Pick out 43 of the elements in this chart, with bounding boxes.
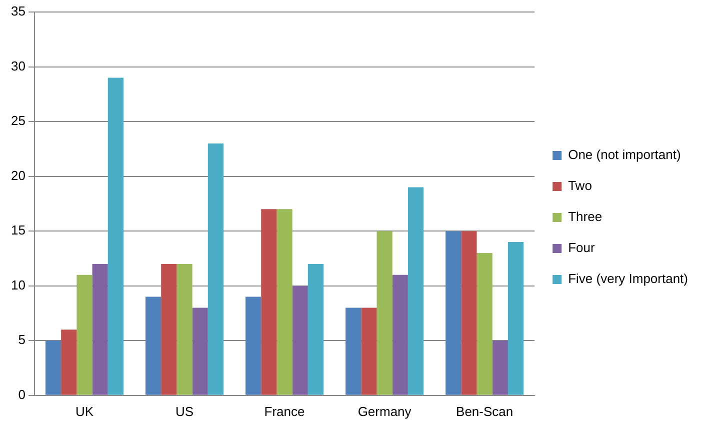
- bar: [361, 308, 377, 395]
- x-tick-label: Ben-Scan: [456, 404, 514, 419]
- bar: [246, 296, 262, 395]
- y-tick-label: 35: [10, 4, 26, 19]
- bar: [346, 308, 362, 395]
- legend-label: Five (very Important): [568, 271, 688, 286]
- bar: [276, 209, 292, 395]
- x-tick-label: Germany: [358, 404, 412, 419]
- y-tick-label: 30: [10, 58, 26, 74]
- legend-label: One (not important): [568, 147, 681, 162]
- bar: [61, 330, 77, 395]
- bar: [145, 296, 162, 395]
- bar: [461, 231, 477, 395]
- y-tick-label: 5: [18, 332, 26, 348]
- bar: [392, 274, 408, 395]
- bar: [408, 187, 424, 395]
- x-tick-label: US: [175, 404, 194, 419]
- y-tick-label: 0: [18, 386, 26, 402]
- y-tick-label: 10: [10, 277, 26, 292]
- bar: [192, 308, 208, 395]
- legend-label: Four: [568, 240, 596, 256]
- bar: [76, 274, 92, 395]
- bar: [176, 264, 192, 395]
- bar: [492, 340, 508, 395]
- bar: [261, 209, 277, 395]
- bar: [292, 286, 308, 395]
- bar: [508, 242, 524, 395]
- y-tick-label: 15: [10, 222, 26, 238]
- bar: [476, 252, 492, 395]
- bar: [308, 264, 324, 395]
- bar: [108, 78, 124, 395]
- bar: [45, 340, 62, 395]
- x-tick-label: France: [264, 404, 305, 419]
- y-tick-label: 25: [10, 113, 26, 128]
- y-tick-label: 20: [10, 168, 26, 183]
- bar: [208, 143, 224, 395]
- bar: [92, 264, 108, 395]
- x-tick-label: UK: [75, 404, 94, 419]
- bar: [446, 231, 462, 395]
- bar: [376, 231, 392, 395]
- legend-label: Three: [568, 209, 602, 224]
- bar: [161, 264, 177, 395]
- legend-label: Two: [568, 178, 592, 194]
